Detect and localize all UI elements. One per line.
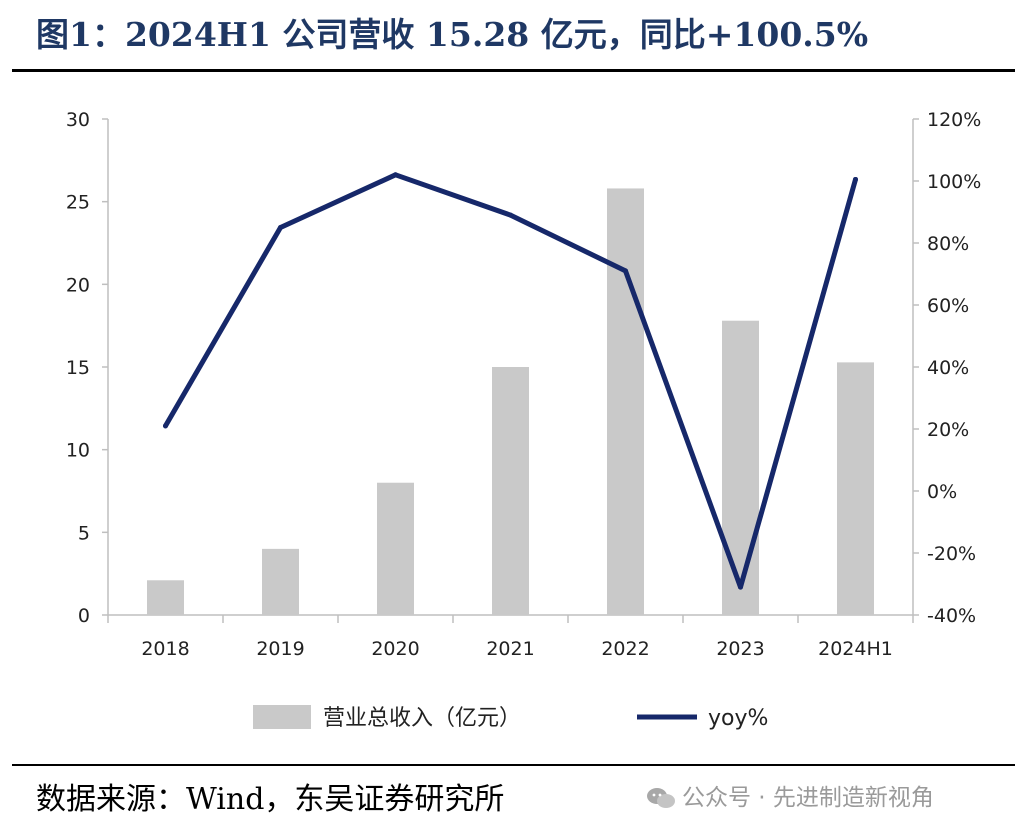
right-tick-label: 60% bbox=[927, 295, 969, 317]
left-tick-label: 30 bbox=[66, 109, 90, 131]
wechat-icon bbox=[647, 788, 675, 808]
bottom-rule bbox=[12, 764, 1015, 766]
revenue-bar bbox=[147, 580, 184, 615]
legend-label-yoy: yoy% bbox=[708, 706, 768, 731]
x-tick-label: 2019 bbox=[256, 638, 304, 660]
revenue-bar bbox=[377, 482, 414, 615]
right-tick-label: 40% bbox=[927, 357, 969, 379]
top-rule bbox=[12, 69, 1015, 72]
right-tick-label: 80% bbox=[927, 233, 969, 255]
right-tick-label: 0% bbox=[927, 481, 957, 503]
x-tick-label: 2022 bbox=[601, 638, 649, 660]
right-tick-label: -20% bbox=[927, 543, 976, 565]
right-tick-label: 100% bbox=[927, 171, 981, 193]
x-tick-label: 2020 bbox=[371, 638, 419, 660]
yoy-point bbox=[508, 212, 513, 218]
left-tick-label: 0 bbox=[78, 605, 90, 627]
right-tick-label: 120% bbox=[927, 109, 981, 131]
left-tick-label: 5 bbox=[78, 522, 90, 544]
watermark-text: 公众号 · 先进制造新视角 bbox=[682, 785, 934, 811]
left-tick-label: 25 bbox=[66, 192, 90, 214]
right-tick-label: 20% bbox=[927, 419, 969, 441]
yoy-point bbox=[393, 172, 398, 178]
source-note: 数据来源：Wind，东吴证券研究所 bbox=[36, 782, 505, 817]
yoy-line-layer bbox=[163, 172, 858, 590]
legend: 营业总收入（亿元） yoy% bbox=[253, 705, 768, 731]
left-tick-label: 10 bbox=[66, 440, 90, 462]
left-tick-label: 20 bbox=[66, 274, 90, 296]
yoy-point bbox=[163, 423, 168, 429]
x-tick-label: 2024H1 bbox=[818, 638, 893, 660]
revenue-bar bbox=[607, 188, 644, 615]
legend-swatch-revenue bbox=[253, 705, 311, 729]
left-tick-label: 15 bbox=[66, 357, 90, 379]
yoy-point bbox=[623, 268, 628, 274]
yoy-point bbox=[853, 176, 858, 182]
x-tick-label: 2021 bbox=[486, 638, 534, 660]
x-tick-label: 2023 bbox=[716, 638, 764, 660]
yoy-point bbox=[738, 584, 743, 590]
bars bbox=[147, 188, 874, 615]
revenue-bar bbox=[837, 362, 874, 615]
x-tick-label: 2018 bbox=[141, 638, 189, 660]
figure-title: 图1：2024H1 公司营收 15.28 亿元，同比+100.5% bbox=[36, 15, 869, 54]
watermark: 公众号 · 先进制造新视角 bbox=[646, 778, 934, 818]
revenue-yoy-chart: 0 5 10 15 20 25 30 -40% -20% 0% 20% 40% 60% 80% 100% 12… bbox=[66, 109, 982, 731]
yoy-point bbox=[278, 225, 283, 230]
revenue-bar bbox=[722, 320, 759, 615]
legend-label-revenue: 营业总收入（亿元） bbox=[323, 706, 521, 731]
tick-labels: 0 5 10 15 20 25 30 -40% -20% 0% 20% 40% 60% 80% 100% 12… bbox=[66, 109, 982, 660]
revenue-bar bbox=[492, 367, 529, 615]
revenue-bar bbox=[262, 548, 299, 615]
right-tick-label: -40% bbox=[927, 605, 976, 627]
